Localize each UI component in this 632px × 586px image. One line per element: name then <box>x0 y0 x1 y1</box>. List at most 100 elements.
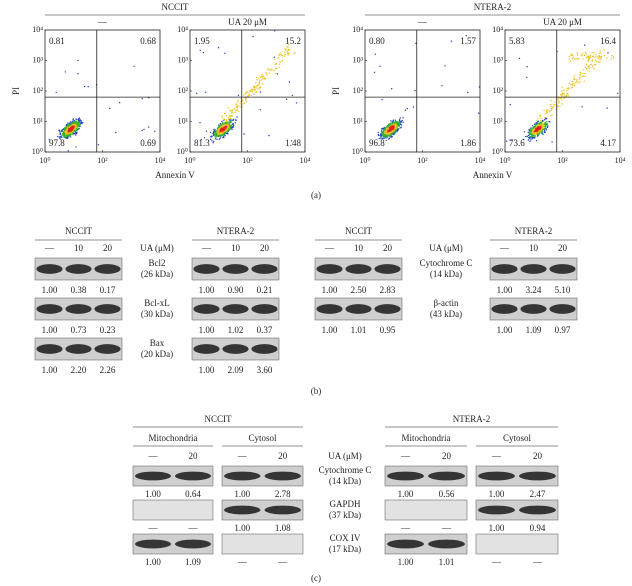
event-dot <box>592 55 594 57</box>
event-dot <box>234 111 236 114</box>
band-value: 2.78 <box>275 489 291 499</box>
event-dot <box>267 68 269 70</box>
x-tick-label: 10⁴ <box>155 156 166 165</box>
event-dot <box>219 128 221 130</box>
x-tick-label: 10⁰ <box>359 156 370 165</box>
band-value: 1.00 <box>145 557 161 567</box>
event-dot <box>279 63 281 65</box>
event-dot <box>214 138 217 140</box>
event-dot <box>60 136 62 138</box>
event-dot <box>583 80 585 83</box>
protein-label: Cytochrome C <box>319 465 372 475</box>
event-dot <box>540 122 542 124</box>
event-dot <box>273 56 275 58</box>
band <box>549 304 576 314</box>
event-dot <box>383 126 385 129</box>
event-dot <box>249 89 251 92</box>
band <box>428 539 465 549</box>
event-dot <box>545 123 548 126</box>
event-dot <box>576 54 579 56</box>
event-dot <box>543 109 545 112</box>
y-tick-label: 10⁰ <box>492 147 503 156</box>
band <box>519 505 556 515</box>
blot <box>221 465 304 487</box>
event-dot <box>286 50 289 53</box>
quadrant-value: 1.86 <box>460 138 476 148</box>
event-dot <box>255 82 257 84</box>
band-value: 1.09 <box>185 557 201 567</box>
event-dot <box>576 78 578 81</box>
y-tick-label: 10⁴ <box>177 25 188 34</box>
band <box>478 505 515 515</box>
y-tick-label: 10³ <box>33 55 44 64</box>
event-dot <box>541 119 544 122</box>
event-dot <box>544 124 547 126</box>
event-dot <box>212 133 215 135</box>
lane-label: — <box>400 451 411 461</box>
band <box>264 505 301 515</box>
event-dot <box>55 91 57 94</box>
event-dot <box>273 58 275 61</box>
band-value: 0.73 <box>71 325 87 335</box>
event-dot <box>221 117 223 119</box>
event-dot <box>255 91 257 94</box>
band <box>135 539 171 549</box>
event-dot <box>274 67 277 70</box>
event-dot <box>231 127 233 129</box>
event-dot <box>382 134 385 136</box>
event-dot <box>253 86 255 88</box>
event-dot <box>532 137 535 139</box>
band <box>222 304 249 314</box>
event-dot <box>232 125 234 128</box>
event-dot <box>261 77 264 79</box>
blot <box>475 499 559 521</box>
band-value: 1.00 <box>497 285 513 295</box>
event-dot <box>594 59 597 62</box>
event-dot <box>261 83 264 85</box>
event-dot <box>261 73 263 76</box>
event-dot <box>250 90 252 92</box>
event-dot <box>544 122 546 124</box>
band-value: — <box>188 523 199 533</box>
lane-label: — <box>324 243 335 253</box>
blot <box>132 499 214 521</box>
band <box>374 264 401 274</box>
event-dot <box>274 63 276 65</box>
event-dot <box>71 133 74 136</box>
quadrant-value: 97.8 <box>49 138 65 148</box>
event-dot <box>280 54 283 57</box>
event-dot <box>522 138 525 141</box>
event-dot <box>76 121 78 123</box>
event-dot <box>75 134 77 136</box>
event-dot <box>538 122 540 125</box>
event-dot <box>544 128 546 130</box>
event-dot <box>584 66 586 69</box>
event-dot <box>391 131 394 133</box>
event-dot <box>259 76 261 78</box>
event-dot <box>380 136 382 138</box>
event-dot <box>231 119 233 121</box>
event-dot <box>414 89 416 92</box>
band <box>316 304 343 314</box>
event-dot <box>383 135 386 137</box>
event-dot <box>76 131 78 133</box>
y-tick-label: 10⁴ <box>352 25 363 34</box>
event-dot <box>396 121 398 124</box>
event-dot <box>402 121 404 124</box>
quadrant-value: 81.3 <box>194 138 210 148</box>
event-dot <box>536 119 538 122</box>
event-dot <box>63 136 65 138</box>
event-dot <box>65 133 67 135</box>
event-dot <box>229 118 231 121</box>
event-dot <box>141 129 143 132</box>
quadrant-value: 1.48 <box>285 138 301 148</box>
event-dot <box>591 60 593 62</box>
event-dot <box>216 133 218 135</box>
group-title: NCCIT <box>162 2 190 12</box>
fraction-label: Cytosol <box>503 433 532 443</box>
event-dot <box>388 123 391 126</box>
event-dot <box>591 59 593 61</box>
band <box>251 264 278 274</box>
event-dot <box>539 128 541 130</box>
event-dot <box>536 121 539 123</box>
